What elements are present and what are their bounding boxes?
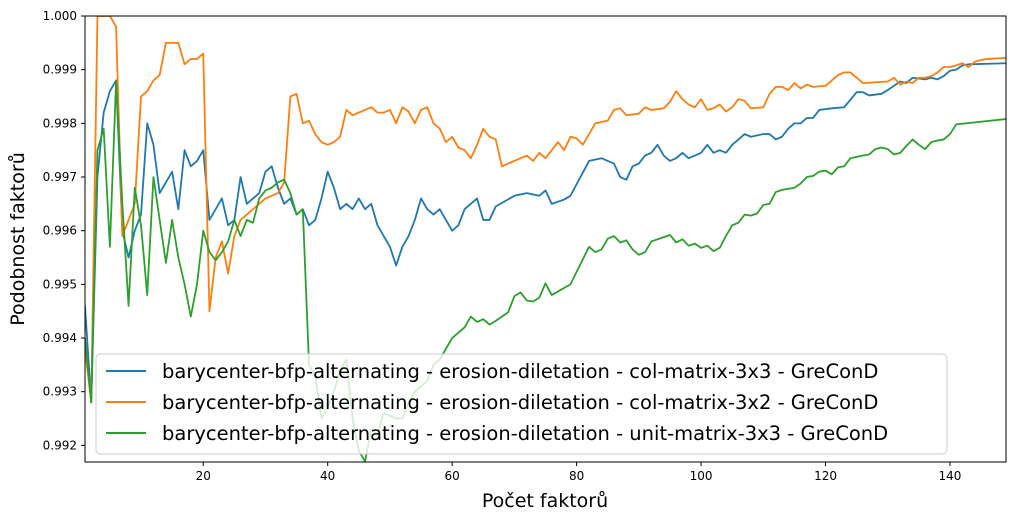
x-tick-label: 20 xyxy=(196,469,211,483)
y-tick-label: 0.995 xyxy=(43,277,77,291)
series-lines xyxy=(85,16,1006,462)
y-tick-label: 0.994 xyxy=(43,331,77,345)
y-tick-label: 0.992 xyxy=(43,438,77,452)
x-axis: 20 40 60 80 100 120 140 xyxy=(196,462,962,483)
y-tick-label: 0.997 xyxy=(43,170,77,184)
x-tick-label: 120 xyxy=(814,469,837,483)
series-line-2 xyxy=(85,16,1006,404)
legend-label-1: barycenter-bfp-alternating - erosion-dil… xyxy=(162,360,878,383)
legend-label-2: barycenter-bfp-alternating - erosion-dil… xyxy=(162,391,878,414)
x-tick-label: 60 xyxy=(445,469,460,483)
x-tick-label: 40 xyxy=(320,469,335,483)
legend-box xyxy=(95,353,948,455)
y-tick-label: 0.996 xyxy=(43,224,77,238)
x-tick-label: 80 xyxy=(569,469,584,483)
x-tick-label: 140 xyxy=(939,469,962,483)
series-line-3 xyxy=(85,79,1006,462)
legend-label-3: barycenter-bfp-alternating - erosion-dil… xyxy=(162,422,888,445)
y-axis: 0.992 0.993 0.994 0.995 0.996 0.997 0.998 0.999… xyxy=(43,9,85,452)
x-axis-label: Počet faktorů xyxy=(482,490,608,512)
plot-frame xyxy=(84,15,1007,463)
y-tick-label: 0.993 xyxy=(43,385,77,399)
x-tick-label: 100 xyxy=(690,469,713,483)
legend: barycenter-bfp-alternating - erosion-dil… xyxy=(95,353,948,455)
y-tick-label: 0.998 xyxy=(43,116,77,130)
series-line-1 xyxy=(85,62,1006,404)
y-tick-label: 1.000 xyxy=(43,9,77,23)
y-tick-label: 0.999 xyxy=(43,63,77,77)
y-axis-label: Podobnost faktorů xyxy=(7,152,29,325)
